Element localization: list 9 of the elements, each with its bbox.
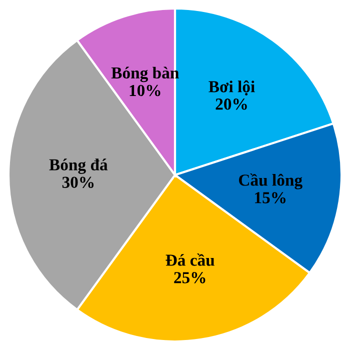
data-label: 10% [130,84,160,96]
slice-label: Đá cầu [166,254,214,266]
data-label: 15% [255,192,286,204]
data-label: 20% [216,98,247,110]
data-label: 30% [62,176,94,188]
slice-label: Bơi lội [208,80,255,96]
slice-label: Cầu lông [239,173,302,190]
data-label: 25% [174,272,206,284]
slice-label: Bóng đá [49,158,108,174]
